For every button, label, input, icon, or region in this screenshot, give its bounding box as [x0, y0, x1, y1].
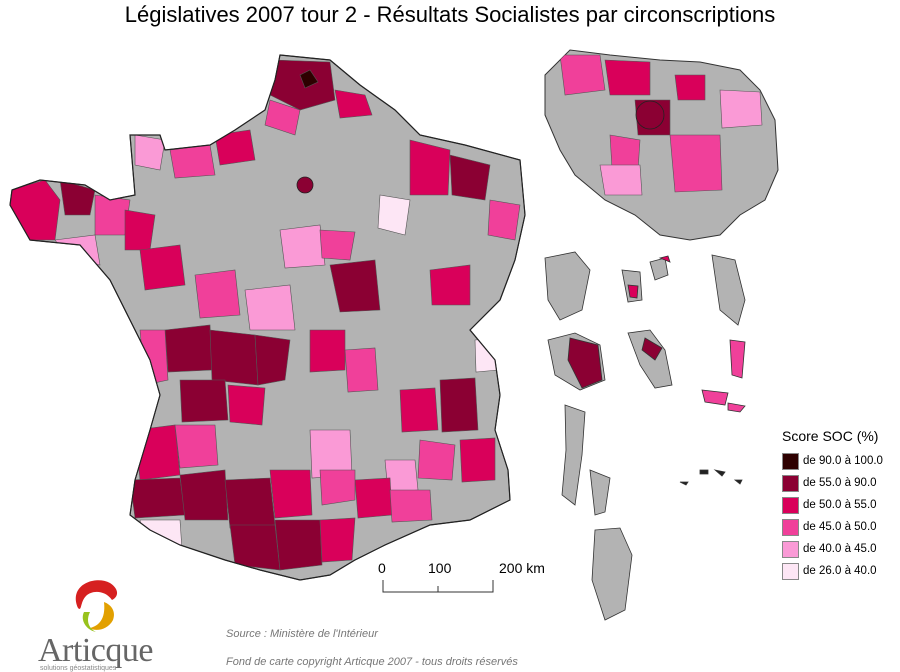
legend-swatch: [782, 518, 799, 536]
martinique-map: [627, 329, 673, 389]
legend-swatch: [782, 562, 799, 580]
map-title: Législatives 2007 tour 2 - Résultats Soc…: [124, 2, 776, 27]
legend-item: de 50.0 à 55.0: [782, 494, 900, 516]
legend-label: de 40.0 à 45.0: [803, 543, 877, 555]
source-note: Source : Ministère de l'Intérieur: [226, 628, 378, 640]
ile-de-france-inset-map: [544, 49, 779, 241]
logo-tagline: solutions géostatistiques: [40, 665, 117, 672]
legend-swatch: [782, 496, 799, 514]
legend-label: de 50.0 à 55.0: [803, 499, 877, 511]
legend-item: de 90.0 à 100.0: [782, 450, 900, 472]
articque-logo-mark: [75, 580, 118, 632]
polynesie-map: [561, 404, 586, 506]
copyright-note: Fond de carte copyright Articque 2007 - …: [226, 656, 518, 668]
legend-label: de 26.0 à 40.0: [803, 565, 877, 577]
nouvelle-caledonie-map: [711, 254, 746, 326]
legend-item: de 26.0 à 40.0: [782, 560, 900, 582]
corse-map: [591, 527, 633, 621]
map-legend: Score SOC (%) de 90.0 à 100.0 de 55.0 à …: [782, 428, 900, 582]
legend-item: de 40.0 à 45.0: [782, 538, 900, 560]
scale-bar: [382, 580, 494, 593]
overseas-territories: [544, 251, 746, 621]
france-metropolitan-map: [9, 54, 526, 581]
scale-label-0: 0: [378, 560, 386, 576]
articque-logo: Articque solutions géostatistiques: [34, 572, 164, 672]
legend-title: Score SOC (%): [782, 428, 879, 444]
legend-label: de 45.0 à 50.0: [803, 521, 877, 533]
legend-swatch: [782, 452, 799, 470]
legend-swatch: [782, 540, 799, 558]
logo-wordmark: Articque: [38, 632, 153, 669]
mayotte-map: [729, 339, 746, 379]
legend-label: de 90.0 à 100.0: [803, 455, 883, 467]
scale-label-100: 100: [428, 560, 452, 576]
scale-label-200km: 200 km: [499, 560, 545, 576]
legend-item: de 55.0 à 90.0: [782, 472, 900, 494]
legend-item: de 45.0 à 50.0: [782, 516, 900, 538]
legend-label: de 55.0 à 90.0: [803, 477, 877, 489]
legend-swatch: [782, 474, 799, 492]
guyane-map: [544, 251, 591, 321]
